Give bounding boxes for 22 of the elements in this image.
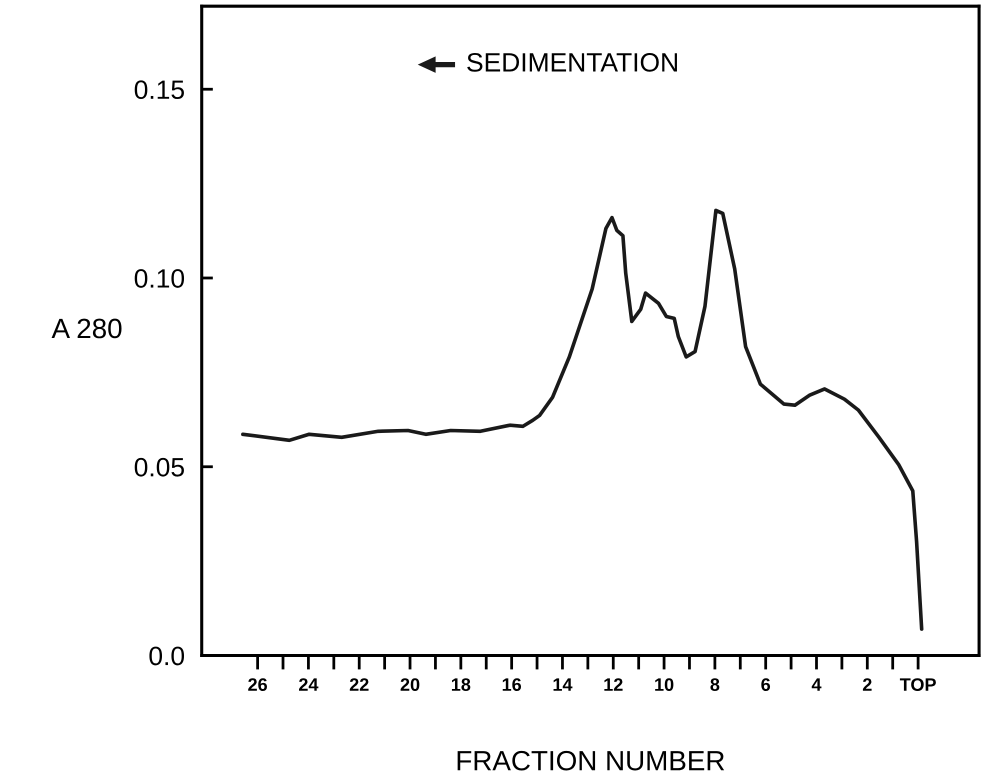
x-tick-label: 2 [862, 678, 872, 691]
x-tick-label: 12 [604, 678, 623, 691]
y-axis-title: A 280 [52, 318, 122, 338]
x-axis-title: FRACTION NUMBER [458, 750, 724, 771]
x-tick-label: 6 [761, 678, 770, 691]
y-tick-label: 0.05 [134, 458, 184, 477]
x-tick-label: 24 [299, 678, 318, 691]
x-tick-label: 20 [400, 678, 420, 691]
y-tick-label: 0.15 [134, 80, 184, 100]
x-tick-label: TOP [900, 678, 936, 691]
y-tick-label: 0.10 [134, 269, 184, 288]
x-tick-label: 26 [248, 678, 267, 691]
line-series [241, 208, 924, 631]
x-tick-label: 14 [554, 678, 572, 691]
x-tick-label: 22 [350, 678, 369, 691]
x-tick-label: 8 [710, 678, 720, 691]
x-tick-label: 4 [812, 678, 822, 691]
x-tick-label: 16 [502, 678, 522, 691]
annotation: SEDIMENTATION [467, 53, 677, 72]
y-tick-label: 0.0 [149, 646, 184, 666]
x-tick-label: 18 [452, 678, 470, 691]
x-tick-label: 10 [655, 678, 674, 691]
